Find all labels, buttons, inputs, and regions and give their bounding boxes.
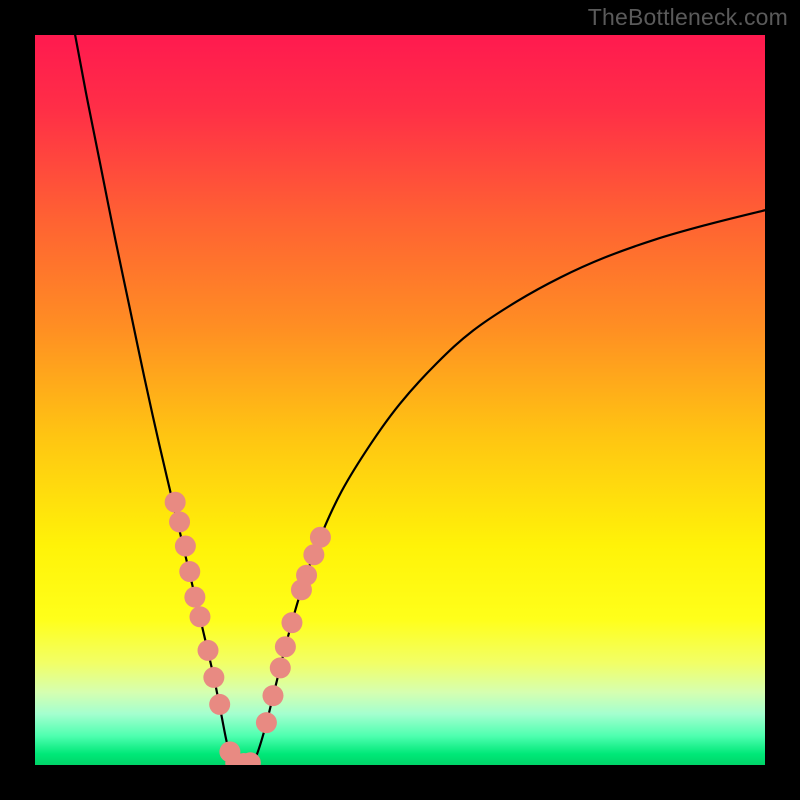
data-marker xyxy=(198,640,219,661)
data-marker xyxy=(275,636,296,657)
data-marker xyxy=(256,712,277,733)
data-marker xyxy=(296,565,317,586)
data-marker xyxy=(184,587,205,608)
bottleneck-curve xyxy=(75,35,765,765)
scatter-markers xyxy=(165,492,331,765)
curve-overlay xyxy=(35,35,765,765)
data-marker xyxy=(189,606,210,627)
data-marker xyxy=(262,685,283,706)
data-marker xyxy=(169,511,190,532)
watermark-text: TheBottleneck.com xyxy=(588,4,788,31)
chart-container: TheBottleneck.com xyxy=(0,0,800,800)
data-marker xyxy=(175,536,196,557)
data-marker xyxy=(209,694,230,715)
data-marker xyxy=(281,612,302,633)
data-marker xyxy=(310,527,331,548)
data-marker xyxy=(179,561,200,582)
data-marker xyxy=(203,667,224,688)
plot-area xyxy=(35,35,765,765)
data-marker xyxy=(165,492,186,513)
data-marker xyxy=(270,657,291,678)
